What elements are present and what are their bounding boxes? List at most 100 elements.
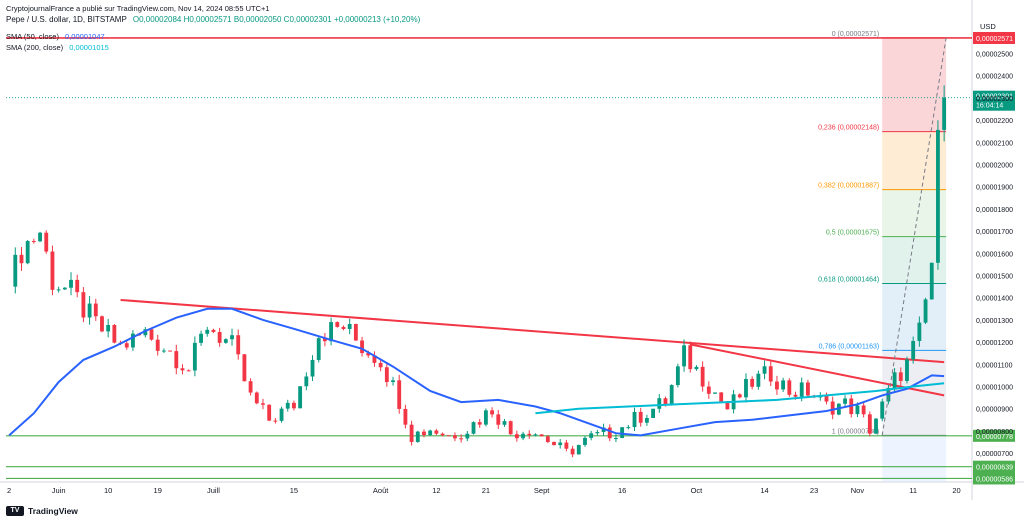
price-tick-label: 0,00001600 <box>976 251 1013 258</box>
price-tick-label: 0,00001200 <box>976 340 1013 347</box>
candle-down <box>459 438 464 440</box>
candle-down <box>372 355 377 363</box>
candle-down <box>638 411 643 423</box>
sma50-legend[interactable]: SMA (50, close) 0,00001047 <box>6 32 105 41</box>
sma50-label: SMA (50, close) <box>6 32 59 41</box>
candle-down <box>552 441 556 446</box>
candle-up <box>744 378 748 398</box>
candle-down <box>261 403 265 405</box>
tradingview-brand: TradingView <box>28 506 78 516</box>
candle-down <box>545 436 550 442</box>
price-tick-label: 0,00001700 <box>976 229 1013 236</box>
time-tick-label: Juill <box>207 486 220 495</box>
candle-down <box>750 378 755 387</box>
price-tag-label: 0,00000586 <box>976 476 1013 483</box>
candle-up <box>502 421 507 425</box>
price-tick-label: 0,00000700 <box>976 451 1013 458</box>
sma200-legend[interactable]: SMA (200, close) 0,00001015 <box>6 43 109 52</box>
candle-down <box>570 448 575 455</box>
candle-up <box>651 408 656 418</box>
candle-up <box>56 289 61 291</box>
candle-down <box>335 322 340 327</box>
candle-up <box>87 303 92 318</box>
candle-down <box>663 398 668 405</box>
sma50-value: 0,00001047 <box>65 32 105 41</box>
candle-down <box>112 324 117 343</box>
candle-down <box>477 422 482 425</box>
candle-up <box>304 376 309 387</box>
candle-up <box>589 433 594 438</box>
candle-up <box>781 380 786 390</box>
candle-up <box>415 431 420 442</box>
candle-down <box>607 427 612 439</box>
candle-up <box>316 338 321 360</box>
candle-down <box>360 340 364 354</box>
candle-up <box>69 279 73 288</box>
price-tick-label: 0,00001000 <box>976 385 1013 392</box>
candle-down <box>725 401 730 410</box>
candle-down <box>867 414 872 434</box>
candle-down <box>527 433 532 436</box>
tradingview-logo-icon: TV <box>6 506 24 516</box>
candle-up <box>855 405 860 415</box>
candle-up <box>682 345 686 367</box>
candle-up <box>675 366 680 386</box>
candle-down <box>81 292 86 318</box>
candle-up <box>905 359 909 381</box>
candle-up <box>614 438 618 440</box>
time-tick-label: Oct <box>691 486 704 495</box>
candle-up <box>471 422 476 434</box>
candle-down <box>453 435 457 439</box>
candle-up <box>205 329 210 334</box>
fib-level-label: 0,618 (0,00001464) <box>818 277 879 284</box>
time-tick-label: 2 <box>7 486 11 495</box>
candle-up <box>892 372 897 388</box>
candle-down <box>737 394 742 398</box>
fib-level-label: 0,382 (0,00001887) <box>818 183 879 190</box>
candle-up <box>942 97 947 130</box>
candle-up <box>465 433 470 439</box>
candle-down <box>273 420 278 422</box>
fib-level-label: 0 (0,00002571) <box>832 31 879 38</box>
candle-down <box>490 410 495 415</box>
time-tick-label: 19 <box>154 486 162 495</box>
time-tick-label: 10 <box>104 486 112 495</box>
price-tick-label: 0,00001900 <box>976 185 1013 192</box>
time-tick-label: 11 <box>909 486 917 495</box>
candle-down <box>539 434 544 437</box>
price-tag-box <box>973 472 1015 485</box>
candle-down <box>496 414 501 425</box>
time-tick-label: 12 <box>432 486 440 495</box>
candle-up <box>13 254 18 287</box>
candle-down <box>706 386 711 394</box>
candle-up <box>106 324 111 332</box>
sma200-value: 0,00001015 <box>69 43 109 52</box>
fib-level-label: 1 (0,00000780) <box>832 428 879 435</box>
candle-down <box>508 421 513 435</box>
candle-up <box>558 442 563 446</box>
price-tag-box <box>973 429 1015 442</box>
candle-up <box>298 386 303 409</box>
price-tick-label: 0,00002500 <box>976 52 1013 59</box>
candle-up <box>347 324 352 330</box>
candle-down <box>830 401 835 415</box>
price-tick-label: 0,00001300 <box>976 318 1013 325</box>
candle-down <box>397 380 402 409</box>
candle-down <box>75 279 80 293</box>
fib-level-label: 0,786 (0,00001163) <box>819 343 880 350</box>
fib-level-label: 0,236 (0,00002148) <box>818 125 879 132</box>
fib-zone-band <box>882 283 947 351</box>
candle-down <box>19 254 24 264</box>
candle-up <box>329 322 334 342</box>
tradingview-footer[interactable]: TV TradingView <box>6 506 78 516</box>
candle-up <box>576 444 581 455</box>
candle-down <box>100 316 104 332</box>
currency-label: USD <box>980 22 996 31</box>
candle-down <box>248 381 253 393</box>
candle-down <box>124 343 129 348</box>
last-price-timer: 16:04:14 <box>976 103 1003 110</box>
candle-down <box>186 370 191 372</box>
candle-down <box>700 366 705 387</box>
publisher-line: CryptojournalFrance a publié sur Trading… <box>6 4 270 13</box>
